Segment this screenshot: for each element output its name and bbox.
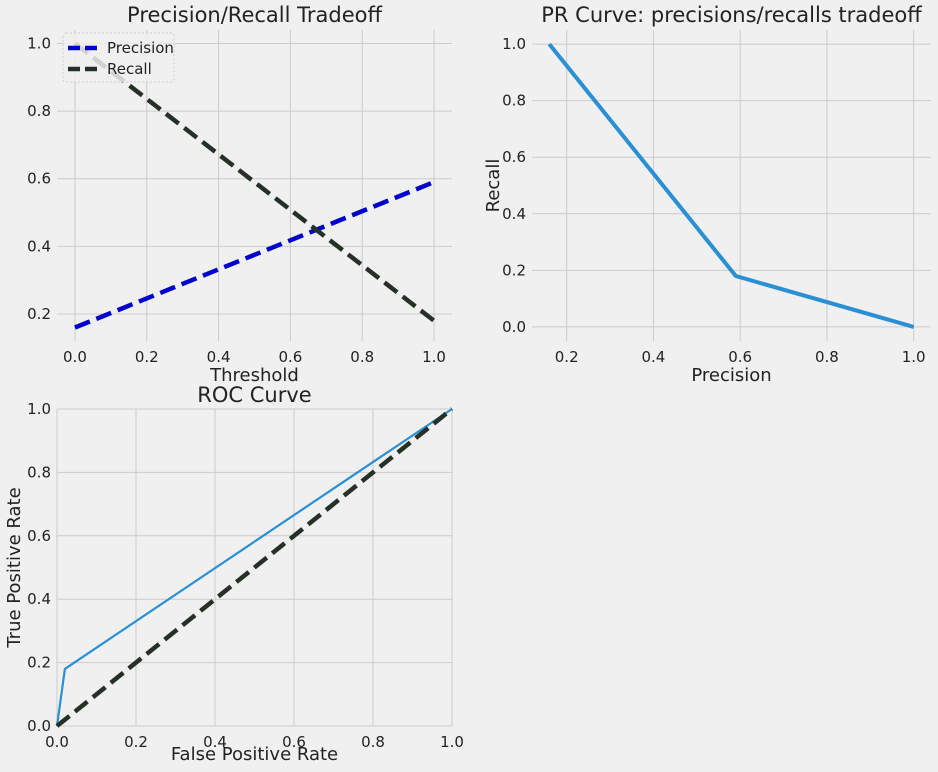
chart-title: PR Curve: precisions/recalls tradeoff <box>541 3 922 27</box>
chart-2: 0.2 0.4 0.6 0.8 1.0 0.0 0.2 0.4 0.6 0.8 1.0 PR Curv… <box>483 3 931 386</box>
x-tick-label: 0.0 <box>63 348 87 366</box>
y-axis-label: True Positive Rate <box>4 487 25 648</box>
series-line-1 <box>547 42 915 329</box>
x-tick-label: 0.4 <box>207 348 231 366</box>
x-axis-label: Precision <box>691 365 771 386</box>
y-tick-label: 0.4 <box>27 590 51 608</box>
y-tick-label: 0.0 <box>27 717 51 735</box>
series-precision <box>74 180 435 330</box>
x-tick-label: 0.0 <box>45 733 69 751</box>
y-tick-label: 0.2 <box>502 261 526 279</box>
y-tick-label: 0.6 <box>502 148 526 166</box>
y-axis-label: Recall <box>483 159 504 213</box>
x-tick-label: 0.4 <box>203 733 227 751</box>
chart-title: Precision/Recall Tradeoff <box>127 3 382 27</box>
y-tick-label: 0.8 <box>502 92 526 110</box>
series-recall <box>73 41 436 323</box>
series-line-1 <box>55 408 453 727</box>
legend-label-precision: Precision <box>107 39 174 57</box>
chart-1: 0.0 0.2 0.4 0.6 0.8 1.0 0.2 0.4 0.6 0.8 1.0 Precisi… <box>27 3 452 386</box>
x-tick-label: 1.0 <box>440 733 464 751</box>
y-tick-label: 0.6 <box>27 527 51 545</box>
x-tick-label: 0.6 <box>278 348 302 366</box>
x-tick-label: 0.8 <box>815 348 839 366</box>
x-tick-label: 0.6 <box>728 348 752 366</box>
x-tick-label: 0.6 <box>282 733 306 751</box>
legend: Precision Recall <box>62 32 175 83</box>
y-tick-label: 1.0 <box>27 35 51 53</box>
x-axis-label: False Positive Rate <box>171 744 338 765</box>
y-tick-label: 0.4 <box>27 237 51 255</box>
x-tick-label: 1.0 <box>422 348 446 366</box>
x-tick-label: 0.2 <box>135 348 159 366</box>
legend-label-recall: Recall <box>107 60 152 78</box>
y-tick-label: 0.0 <box>502 318 526 336</box>
x-tick-label: 0.2 <box>555 348 579 366</box>
x-tick-label: 1.0 <box>902 348 926 366</box>
x-tick-label: 0.8 <box>361 733 385 751</box>
chart-3: 0.0 0.2 0.4 0.6 0.8 1.0 0.0 0.2 0.4 0.6 0.8 1.0 ROC … <box>4 383 464 765</box>
x-tick-label: 0.8 <box>350 348 374 366</box>
y-tick-label: 0.4 <box>502 205 526 223</box>
chart-title: ROC Curve <box>197 383 311 407</box>
x-axis-label: Threshold <box>209 365 299 386</box>
y-tick-label: 1.0 <box>502 35 526 53</box>
series-line-2 <box>55 407 454 728</box>
y-tick-label: 0.2 <box>27 654 51 672</box>
y-tick-label: 1.0 <box>27 400 51 418</box>
y-tick-label: 0.8 <box>27 102 51 120</box>
x-tick-label: 0.4 <box>642 348 666 366</box>
y-tick-label: 0.6 <box>27 170 51 188</box>
x-tick-label: 0.2 <box>124 733 148 751</box>
y-tick-label: 0.2 <box>27 305 51 323</box>
y-tick-label: 0.8 <box>27 463 51 481</box>
